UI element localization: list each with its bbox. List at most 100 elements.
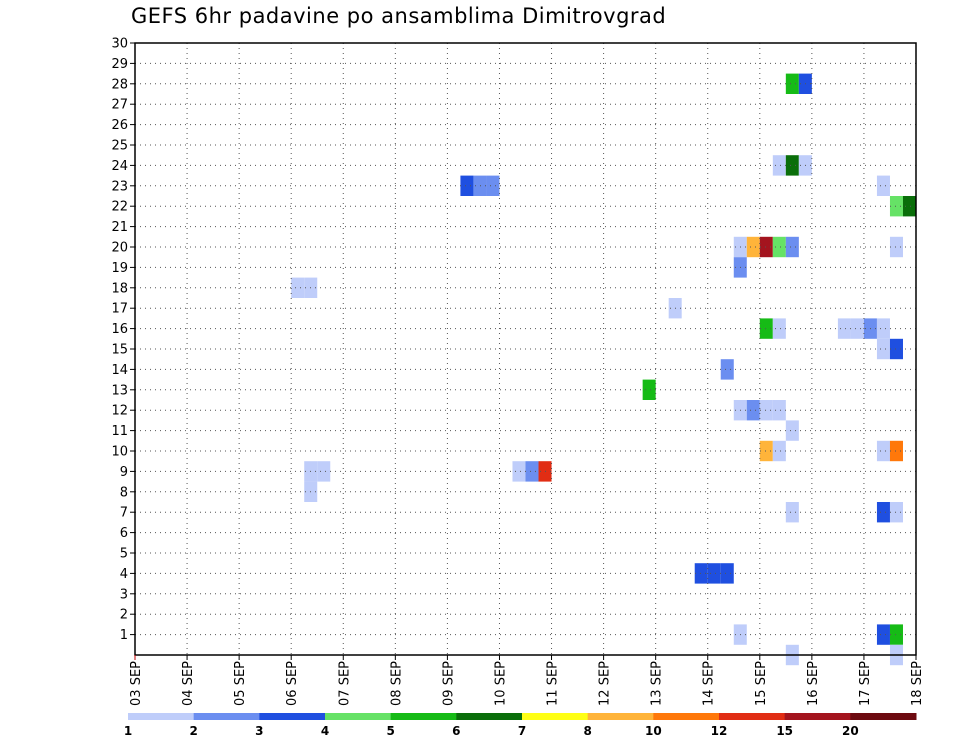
colorbar-segment [390, 713, 457, 720]
heatmap-cell [512, 461, 526, 482]
heatmap-cell [889, 196, 903, 217]
heatmap-cell [759, 318, 773, 339]
x-tick-label: 14 SEP [702, 661, 717, 706]
heatmap-cell [772, 155, 786, 176]
y-tick-label: 27 [111, 98, 128, 113]
y-tick-label: 1 [120, 628, 128, 643]
y-tick-label: 23 [111, 179, 128, 194]
y-tick-label: 14 [111, 363, 128, 378]
x-tick-label: 08 SEP [389, 661, 404, 706]
colorbar-label: 6 [452, 724, 460, 738]
colorbar-label: 2 [189, 724, 197, 738]
y-tick-label: 10 [111, 445, 128, 460]
heatmap-cell [642, 379, 656, 400]
heatmap-cell [772, 318, 786, 339]
y-tick-label: 8 [120, 485, 128, 500]
x-tick-label: 13 SEP [650, 661, 665, 706]
heatmap-cell [759, 440, 773, 462]
heatmap-cell [746, 400, 760, 421]
x-tick-label: 18 SEP [910, 661, 925, 706]
heatmap-cell [785, 502, 799, 523]
colorbar-label: 5 [386, 724, 394, 738]
y-tick-label: 12 [111, 404, 128, 419]
heatmap-cell [889, 440, 903, 462]
x-tick-label: 17 SEP [858, 661, 873, 706]
y-tick-label: 4 [120, 567, 128, 582]
y-tick-label: 7 [120, 506, 128, 521]
heatmap-cell [694, 563, 708, 584]
y-tick-label: 16 [111, 322, 128, 337]
colorbar-segment [456, 713, 523, 720]
y-tick-label: 5 [120, 547, 128, 562]
y-tick-label: 24 [111, 159, 128, 174]
colorbar-label: 10 [645, 724, 662, 738]
heatmap-cell [460, 175, 474, 196]
x-tick-label: 09 SEP [441, 661, 456, 706]
colorbar-segment [587, 713, 654, 720]
y-tick-label: 30 [111, 37, 128, 52]
colorbar-segment [784, 713, 851, 720]
heatmap-cell [876, 338, 890, 360]
y-tick-label: 18 [111, 281, 128, 296]
x-tick-label: 15 SEP [754, 661, 769, 706]
heatmap-cell [746, 236, 760, 258]
colorbar-label: 7 [518, 724, 526, 738]
heatmap-cell [720, 359, 734, 380]
heatmap-cell [759, 236, 773, 258]
x-tick-label: 16 SEP [806, 661, 821, 706]
colorbar-label: 8 [583, 724, 591, 738]
colorbar-label: 15 [776, 724, 793, 738]
heatmap-cell [785, 420, 799, 441]
y-tick-label: 13 [111, 383, 128, 398]
heatmap-cell [902, 196, 916, 217]
colorbar-segment [259, 713, 326, 720]
heatmap-cell [889, 236, 903, 258]
x-tick-label: 06 SEP [285, 661, 300, 706]
colorbar-segment [850, 713, 917, 720]
heatmap-cell [889, 624, 903, 645]
x-tick-label: 03 SEP [129, 661, 144, 706]
heatmap-cell [473, 175, 487, 196]
heatmap-cell [889, 502, 903, 523]
heatmap-cell [785, 73, 799, 94]
heatmap-cell [707, 563, 721, 584]
y-tick-label: 11 [111, 424, 128, 439]
y-tick-label: 21 [111, 220, 128, 235]
heatmap-cell [850, 318, 864, 339]
heatmap-cell [876, 502, 890, 523]
heatmap-cell [759, 400, 773, 421]
y-tick-label: 26 [111, 118, 128, 133]
x-tick-label: 12 SEP [598, 661, 613, 706]
colorbar-label: 3 [255, 724, 263, 738]
colorbar-segment [325, 713, 392, 720]
y-tick-label: 3 [120, 587, 128, 602]
heatmap-cell [772, 400, 786, 421]
y-tick-label: 29 [111, 57, 128, 72]
colorbar-label: 20 [842, 724, 859, 738]
heatmap-cell [785, 155, 799, 176]
heatmap-cell [317, 461, 331, 482]
y-tick-label: 15 [111, 343, 128, 358]
heatmap-cell [785, 236, 799, 258]
x-tick-label: 10 SEP [493, 661, 508, 706]
y-tick-label: 20 [111, 241, 128, 256]
y-tick-label: 19 [111, 261, 128, 276]
heatmap-cell [876, 318, 890, 339]
y-tick-label: 25 [111, 139, 128, 154]
colorbar-segment [128, 713, 195, 720]
heatmap-cell [720, 563, 734, 584]
x-tick-label: 07 SEP [337, 661, 352, 706]
heatmap-cell [486, 175, 500, 196]
y-tick-label: 9 [120, 465, 128, 480]
heatmap-cell [837, 318, 851, 339]
x-tick-label: 04 SEP [181, 661, 196, 706]
y-tick-label: 17 [111, 302, 128, 317]
heatmap-cell [876, 624, 890, 645]
chart-title: GEFS 6hr padavine po ansamblima Dimitrov… [131, 4, 667, 28]
heatmap-cell [876, 440, 890, 462]
heatmap-cell [291, 277, 305, 298]
colorbar-segment [719, 713, 786, 720]
colorbar-segment [653, 713, 720, 720]
x-tick-label: 11 SEP [546, 661, 561, 706]
